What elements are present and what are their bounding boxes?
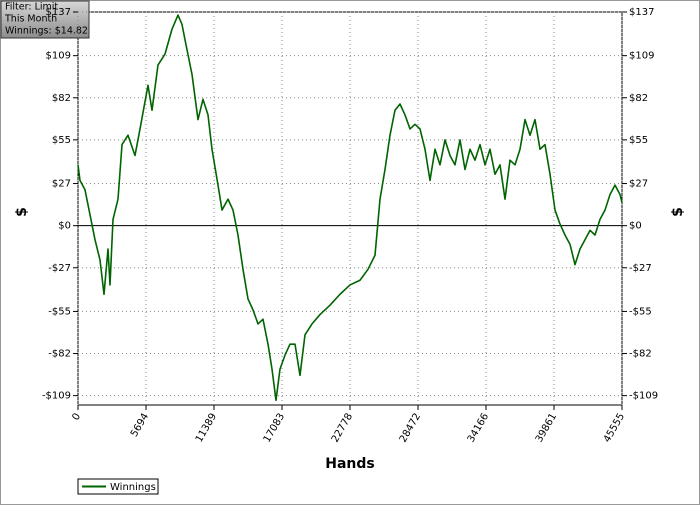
y-tick-label: -$82 — [48, 349, 71, 360]
y-tick-label: -$27 — [48, 263, 71, 274]
y-tick-label: $109 — [46, 51, 71, 62]
y-axis-title: $ — [14, 207, 30, 217]
info-text: Winnings: $14.82 — [5, 26, 88, 37]
y-tick-label: -$55 — [48, 306, 71, 317]
y-tick-label: $55 — [52, 135, 71, 146]
y-tick-label: $82 — [52, 93, 71, 104]
y-tick-label: -$109 — [42, 391, 71, 402]
y2-tick-label: $137 — [629, 7, 654, 18]
y2-tick-label: -$27 — [629, 263, 652, 274]
info-text: Filter: Limit — [5, 2, 58, 13]
y2-axis-title: $ — [670, 207, 686, 217]
y2-tick-label: $82 — [629, 93, 648, 104]
legend-label: Winnings — [110, 482, 156, 493]
x-tick-label: 0 — [70, 412, 83, 423]
legend-box — [77, 478, 159, 495]
x-axis-title: Hands — [325, 456, 375, 472]
y-tick-label: $27 — [52, 179, 71, 190]
y2-tick-label: $0 — [629, 221, 642, 232]
y-tick-label: $137 — [46, 7, 71, 18]
y2-tick-label: $55 — [629, 135, 648, 146]
y-tick-label: $0 — [58, 221, 71, 232]
y2-tick-label: -$109 — [629, 391, 658, 402]
info-text: This Month — [4, 14, 57, 25]
y2-tick-label: -$82 — [629, 349, 652, 360]
info-box — [0, 0, 90, 39]
y2-tick-label: $109 — [629, 51, 654, 62]
y2-tick-label: $27 — [629, 179, 648, 190]
series-line — [77, 14, 623, 402]
y2-tick-label: -$55 — [629, 306, 652, 317]
